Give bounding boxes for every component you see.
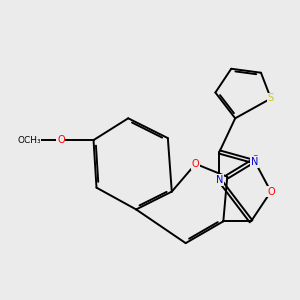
Text: O: O	[192, 159, 200, 169]
Text: S: S	[268, 94, 274, 103]
Text: O: O	[251, 155, 259, 165]
Text: N: N	[251, 157, 259, 167]
Text: N: N	[216, 175, 223, 185]
Text: O: O	[267, 187, 275, 196]
Text: OCH₃: OCH₃	[17, 136, 41, 145]
Text: O: O	[57, 135, 64, 145]
